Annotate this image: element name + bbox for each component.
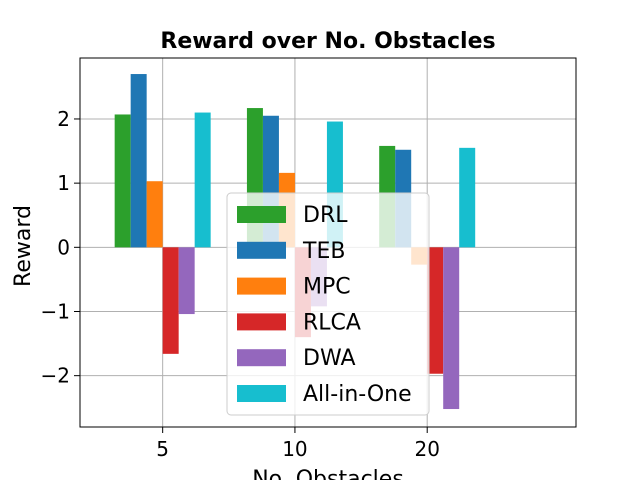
legend-label: All-in-One bbox=[303, 382, 412, 407]
bar bbox=[178, 247, 195, 315]
bar bbox=[427, 247, 444, 374]
bar bbox=[162, 247, 179, 354]
legend-swatch bbox=[237, 313, 286, 331]
bar bbox=[146, 181, 163, 248]
legend-swatch bbox=[237, 241, 286, 259]
legend-swatch bbox=[237, 349, 286, 367]
legend-label: MPC bbox=[303, 275, 351, 300]
axis-ticks: −2 −1 0 1 2 5 10 20 bbox=[41, 107, 440, 461]
x-tick-label: 10 bbox=[282, 437, 307, 461]
bar bbox=[114, 114, 131, 248]
y-tick-label: 1 bbox=[57, 171, 70, 195]
legend-label: DWA bbox=[303, 346, 356, 371]
bar bbox=[194, 112, 211, 248]
legend-swatch bbox=[237, 277, 286, 295]
x-tick-label: 20 bbox=[414, 437, 439, 461]
legend-swatch bbox=[237, 206, 286, 223]
legend-label: DRL bbox=[303, 203, 348, 228]
bar bbox=[130, 74, 147, 248]
chart-title: Reward over No. Obstacles bbox=[160, 29, 495, 54]
legend-label: RLCA bbox=[303, 310, 361, 335]
legend-label: TEB bbox=[302, 239, 345, 264]
y-tick-label: 0 bbox=[57, 235, 70, 259]
bar bbox=[443, 247, 460, 410]
y-tick-label: 2 bbox=[57, 107, 70, 131]
y-axis-label: Reward bbox=[11, 205, 36, 287]
y-tick-label: −1 bbox=[41, 299, 70, 323]
x-tick-label: 5 bbox=[156, 437, 169, 461]
y-tick-label: −2 bbox=[41, 364, 70, 388]
legend: DRL TEB MPC RLCA DWA All-in-One bbox=[226, 192, 430, 416]
legend-swatch bbox=[237, 385, 286, 402]
x-axis-label: No. Obstacles bbox=[252, 467, 404, 480]
bar bbox=[459, 147, 476, 248]
plot-area-frame bbox=[79, 57, 577, 428]
